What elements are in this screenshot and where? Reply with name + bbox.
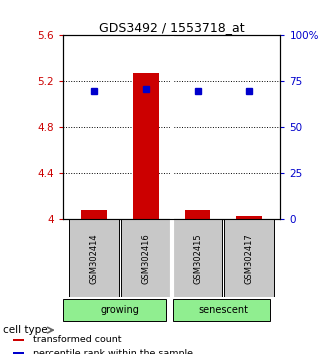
Title: GDS3492 / 1553718_at: GDS3492 / 1553718_at (99, 21, 245, 34)
Text: GSM302414: GSM302414 (89, 233, 98, 284)
Text: GSM302415: GSM302415 (193, 233, 202, 284)
Bar (173, 219, 222, 297)
Bar (236, 216, 262, 219)
Bar (121, 219, 171, 297)
Text: percentile rank within the sample: percentile rank within the sample (33, 349, 193, 354)
Text: growing: growing (100, 305, 139, 315)
Bar (13, 339, 24, 341)
Text: transformed count: transformed count (33, 335, 121, 344)
Text: cell type: cell type (3, 325, 48, 335)
Text: GSM302417: GSM302417 (245, 233, 254, 284)
Bar (224, 219, 274, 297)
Text: senescent: senescent (198, 305, 248, 315)
Bar (13, 352, 24, 354)
Bar (173, 299, 270, 321)
Bar (63, 299, 166, 321)
Bar (184, 210, 211, 219)
Bar (69, 219, 119, 297)
Bar (133, 73, 159, 219)
Bar (81, 210, 107, 219)
Text: GSM302416: GSM302416 (141, 233, 150, 284)
